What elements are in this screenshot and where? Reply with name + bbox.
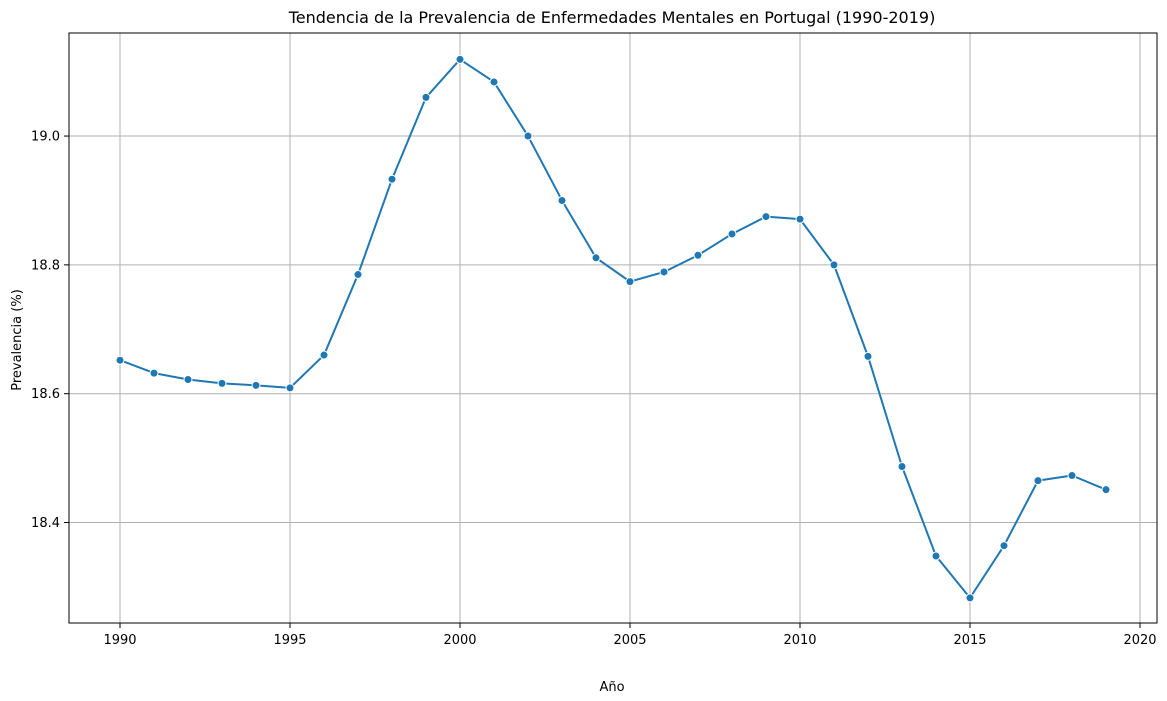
data-point: [795, 214, 805, 224]
data-point: [251, 380, 261, 390]
x-tick-label: 1995: [273, 633, 306, 648]
data-point: [625, 277, 635, 287]
data-point: [761, 212, 771, 222]
x-tick-label: 2005: [613, 633, 646, 648]
x-tick-label: 1990: [103, 633, 136, 648]
data-point: [897, 461, 907, 471]
data-point: [387, 174, 397, 184]
data-point: [1101, 485, 1111, 495]
x-tick-label: 2020: [1123, 633, 1156, 648]
x-tick-label: 2010: [783, 633, 816, 648]
chart-title: Tendencia de la Prevalencia de Enfermeda…: [288, 8, 936, 27]
x-tick-label: 2015: [953, 633, 986, 648]
x-tick-label: 2000: [443, 633, 476, 648]
y-tick-label: 18.4: [31, 516, 60, 531]
data-point: [965, 593, 975, 603]
data-point: [829, 260, 839, 270]
x-axis-ticks: 1990 1995 2000 2005 2010 2015 2020: [103, 623, 1157, 648]
data-point: [999, 541, 1009, 551]
data-point: [115, 355, 125, 365]
data-point: [931, 551, 941, 561]
data-point: [183, 375, 193, 385]
data-point: [217, 378, 227, 388]
data-point: [421, 92, 431, 102]
data-point: [557, 195, 567, 205]
y-tick-label: 18.6: [31, 387, 60, 402]
data-point: [727, 229, 737, 239]
x-axis-label: Año: [599, 680, 624, 695]
data-point: [353, 270, 363, 280]
data-point: [591, 253, 601, 263]
data-point: [693, 250, 703, 260]
data-point: [319, 350, 329, 360]
y-axis-label: Prevalencia (%): [10, 289, 25, 391]
data-point: [489, 77, 499, 87]
plot-frame: [68, 32, 1158, 624]
data-point: [659, 267, 669, 277]
data-point: [1067, 471, 1077, 480]
data-point: [523, 131, 533, 141]
data-point: [285, 383, 295, 393]
series-markers: [115, 54, 1111, 603]
series-line-layer: [119, 58, 1107, 599]
series-line: [119, 58, 1107, 599]
data-point: [149, 368, 159, 378]
y-tick-label: 19.0: [31, 130, 60, 145]
data-point: [1033, 476, 1043, 486]
data-point: [455, 54, 465, 64]
grid-lines: [69, 33, 1157, 623]
data-point: [863, 351, 873, 361]
y-tick-label: 18.8: [31, 258, 60, 273]
y-axis-ticks: 18.4 18.6 18.8 19.0: [31, 130, 69, 531]
